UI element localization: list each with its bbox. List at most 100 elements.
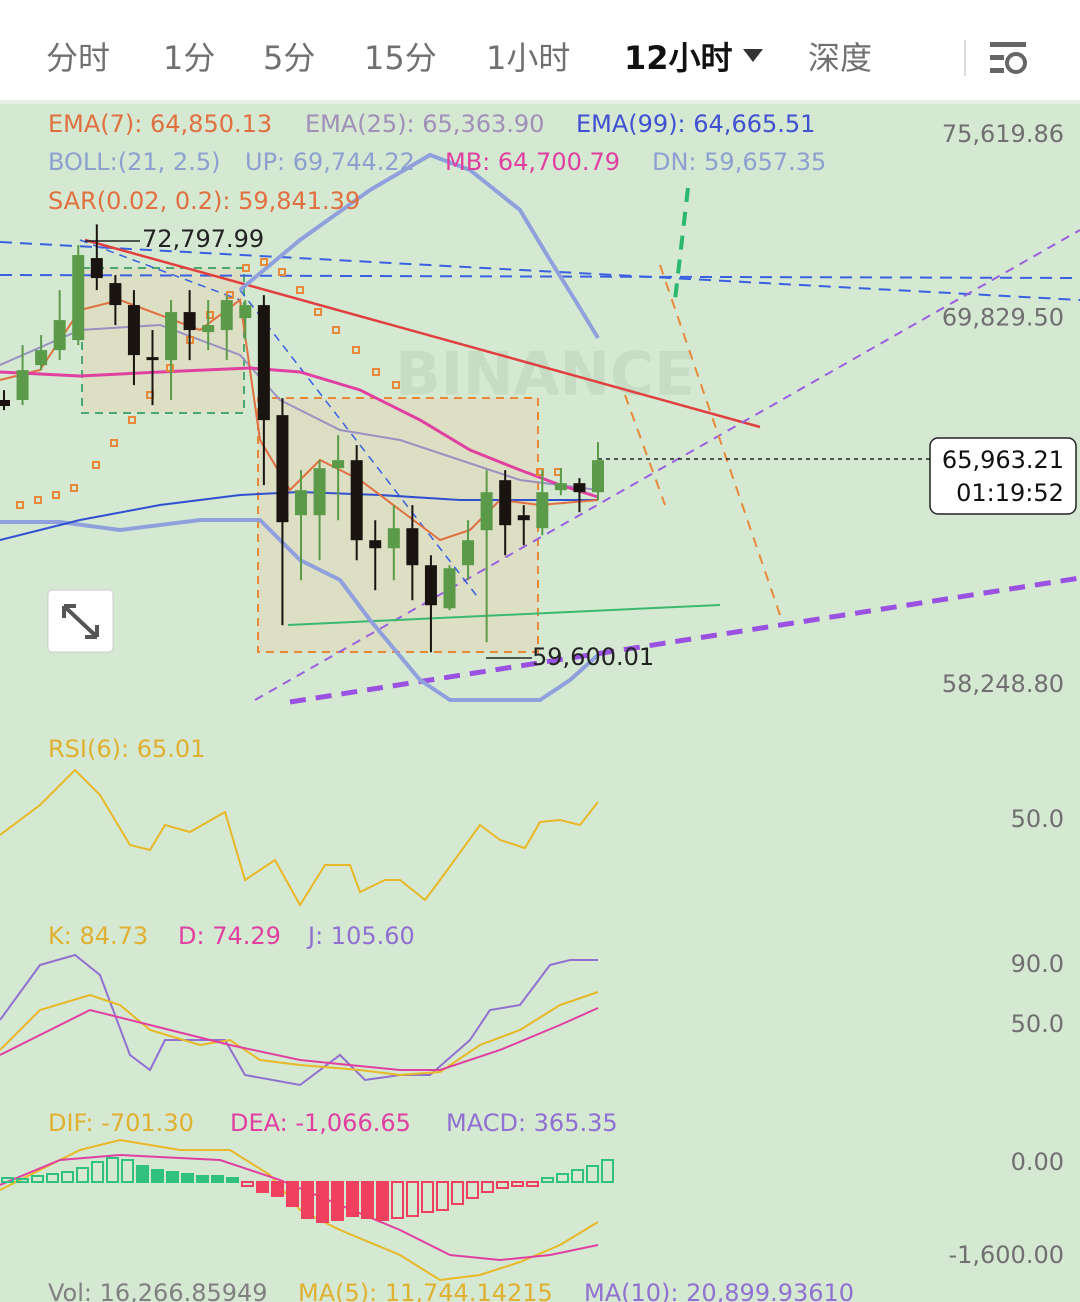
- legend-mb: MB: 64,700.79: [445, 148, 620, 176]
- sar-dot: [92, 461, 100, 469]
- macd-bar: [46, 1173, 59, 1183]
- sar-dot: [206, 311, 214, 319]
- sar-dot: [166, 364, 174, 372]
- candle-body: [295, 490, 307, 516]
- macd-bar: [241, 1181, 254, 1187]
- macd-bar: [301, 1181, 314, 1219]
- legend-ema25: EMA(25): 65,363.90: [305, 110, 544, 138]
- legend-sar: SAR(0.02, 0.2): 59,841.39: [48, 187, 360, 215]
- tab[interactable]: 1分: [163, 39, 215, 77]
- macd-dea: DEA: -1,066.65: [230, 1109, 411, 1137]
- candle-body: [220, 300, 233, 331]
- candle-body: [35, 350, 48, 366]
- legend-up: UP: 69,744.22: [245, 148, 415, 176]
- vol-legend: Vol: 16,266.85949: [48, 1279, 268, 1302]
- macd-dif: DIF: -701.30: [48, 1109, 194, 1137]
- macd-bar: [541, 1177, 554, 1183]
- macd-bar: [451, 1181, 464, 1205]
- candle-body: [146, 357, 159, 361]
- sar-dot: [70, 484, 78, 492]
- sar-dot: [128, 416, 136, 424]
- axis-label: 75,619.86: [942, 120, 1064, 148]
- sar-dot: [314, 308, 322, 316]
- tab[interactable]: 15分: [364, 39, 437, 77]
- vol-ma10: MA(10): 20,899.93610: [584, 1279, 854, 1302]
- dropdown-arrow[interactable]: [743, 49, 763, 62]
- macd-bar: [526, 1181, 539, 1187]
- axis-label: 58,248.80: [942, 670, 1064, 698]
- candle-body: [424, 565, 437, 606]
- sar-dot: [110, 439, 118, 447]
- kdj-d: D: 74.29: [178, 922, 281, 950]
- sar-dot: [242, 264, 250, 272]
- axis-label: 90.0: [1011, 950, 1064, 978]
- macd-bar: [181, 1173, 194, 1183]
- axis-label: 69,829.50: [942, 303, 1064, 331]
- macd-bar: [151, 1169, 164, 1183]
- candle-body: [239, 305, 252, 319]
- macd-bar: [226, 1177, 239, 1183]
- candle-body: [183, 312, 196, 331]
- macd-bar: [331, 1181, 344, 1221]
- tab-bar: [0, 0, 1080, 100]
- candle-body: [387, 528, 400, 549]
- candle-body: [313, 468, 326, 516]
- macd-bar: [496, 1181, 509, 1189]
- macd-bar: [1, 1177, 14, 1183]
- sar-dot: [52, 491, 60, 499]
- macd-bar: [511, 1181, 524, 1187]
- axis-label: 0.00: [1011, 1148, 1064, 1176]
- macd-value: MACD: 365.35: [446, 1109, 618, 1137]
- macd-bar: [376, 1181, 389, 1221]
- macd-bar: [286, 1181, 299, 1207]
- tab[interactable]: 5分: [263, 39, 315, 77]
- candle-body: [0, 400, 10, 407]
- settings-icon[interactable]: [990, 42, 1027, 74]
- sar-dot: [352, 346, 360, 354]
- sar-dot: [332, 326, 340, 334]
- candle-body: [517, 515, 530, 521]
- legend-ema99: EMA(99): 64,665.51: [576, 110, 815, 138]
- macd-bar: [256, 1181, 269, 1193]
- kdj-j: J: 105.60: [306, 922, 415, 950]
- price-tag: [929, 437, 1077, 515]
- sar-dot: [392, 381, 400, 389]
- macd-bar: [466, 1181, 479, 1199]
- candle-body: [16, 370, 29, 401]
- candle-body: [369, 540, 382, 549]
- candle-body: [592, 460, 604, 493]
- macd-bar: [346, 1181, 359, 1217]
- expand-button[interactable]: [47, 589, 114, 653]
- macd-bar: [361, 1181, 374, 1219]
- high-label: 72,797.99: [142, 225, 264, 253]
- tab[interactable]: 分时: [46, 39, 110, 77]
- countdown: 01:19:52: [956, 479, 1064, 507]
- macd-bar: [571, 1169, 584, 1183]
- legend-boll: BOLL:(21, 2.5): [48, 148, 220, 176]
- macd-bar: [586, 1165, 599, 1183]
- tab[interactable]: 深度: [808, 39, 872, 77]
- candle-body: [53, 320, 66, 351]
- candle-body: [462, 540, 475, 566]
- macd-bar: [436, 1181, 449, 1211]
- candle-body: [109, 283, 122, 306]
- kdj-k: K: 84.73: [48, 922, 148, 950]
- axis-label: -1,600.00: [948, 1241, 1064, 1269]
- macd-bar: [406, 1181, 419, 1217]
- current-price: 65,963.21: [942, 446, 1064, 474]
- macd-bar: [61, 1171, 74, 1183]
- candles: [0, 224, 604, 653]
- candle-body: [443, 568, 456, 609]
- sar-dot: [296, 286, 304, 294]
- macd-bar: [271, 1181, 284, 1197]
- tab-active[interactable]: 12小时: [624, 39, 733, 77]
- candle-body: [90, 258, 103, 279]
- macd-bar: [421, 1181, 434, 1213]
- tab[interactable]: 1小时: [486, 39, 570, 77]
- macd-bar: [481, 1181, 494, 1193]
- rsi-legend: RSI(6): 65.01: [48, 735, 205, 763]
- sar-dot: [260, 258, 268, 266]
- sar-dot: [278, 268, 286, 276]
- macd-bar: [106, 1157, 119, 1183]
